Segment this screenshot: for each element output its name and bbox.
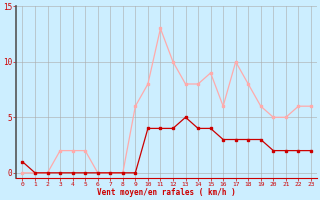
X-axis label: Vent moyen/en rafales ( km/h ): Vent moyen/en rafales ( km/h ): [97, 188, 236, 197]
